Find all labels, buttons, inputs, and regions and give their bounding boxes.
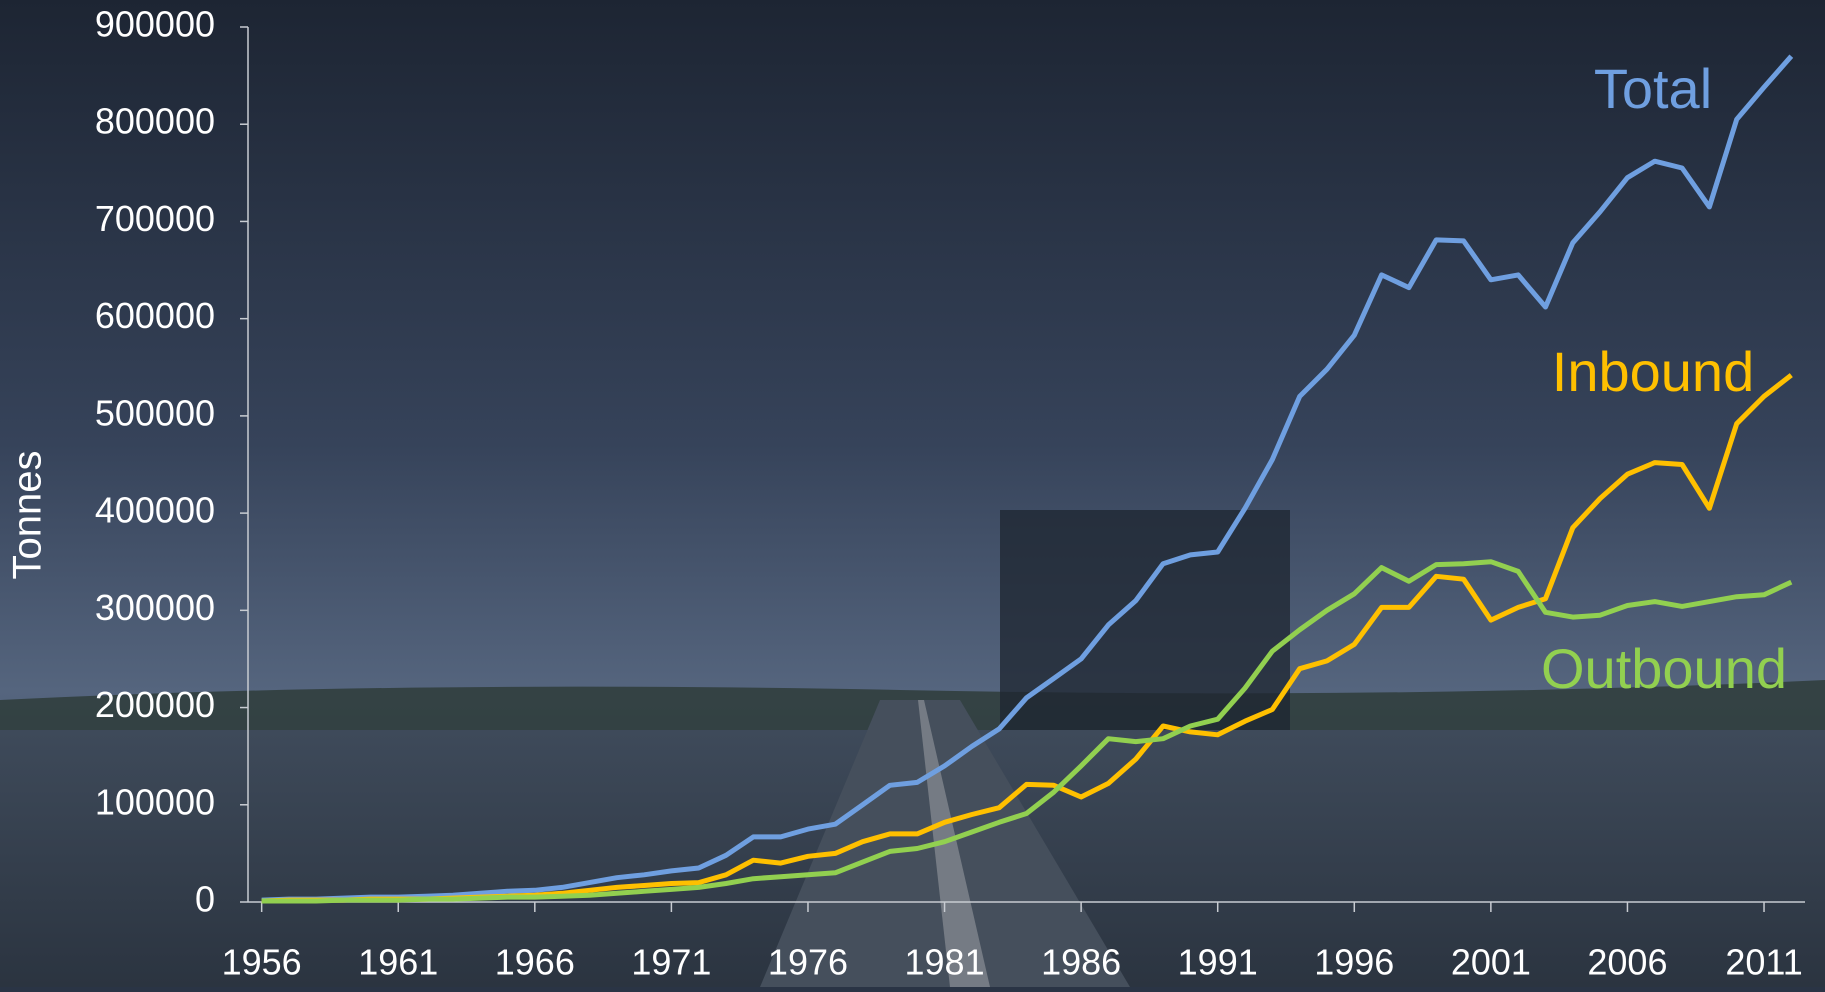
x-tick-label: 1966 bbox=[495, 942, 575, 983]
series-label: Inbound bbox=[1552, 340, 1754, 403]
x-tick-label: 1976 bbox=[768, 942, 848, 983]
y-tick-label: 500000 bbox=[95, 392, 215, 433]
x-tick-label: 2011 bbox=[1725, 942, 1802, 983]
x-tick-label: 1991 bbox=[1178, 942, 1258, 983]
y-tick-label: 100000 bbox=[95, 781, 215, 822]
x-tick-label: 2001 bbox=[1451, 942, 1531, 983]
y-tick-label: 200000 bbox=[95, 684, 215, 725]
y-tick-label: 300000 bbox=[95, 587, 215, 628]
y-axis-title: Tonnes bbox=[6, 451, 50, 580]
series-label: Outbound bbox=[1541, 637, 1787, 700]
x-tick-label: 1961 bbox=[358, 942, 438, 983]
y-tick-label: 0 bbox=[195, 879, 215, 920]
y-tick-label: 600000 bbox=[95, 295, 215, 336]
truck bbox=[1000, 510, 1290, 730]
x-tick-label: 1996 bbox=[1314, 942, 1394, 983]
x-tick-label: 2006 bbox=[1587, 942, 1667, 983]
y-tick-label: 900000 bbox=[95, 4, 215, 45]
series-label: Total bbox=[1594, 57, 1712, 120]
series-line bbox=[261, 54, 1794, 903]
y-tick-label: 800000 bbox=[95, 101, 215, 142]
series-line bbox=[261, 559, 1793, 904]
x-tick-label: 1971 bbox=[631, 942, 711, 983]
x-tick-label: 1981 bbox=[905, 942, 985, 983]
x-tick-label: 1986 bbox=[1041, 942, 1121, 983]
y-tick-label: 700000 bbox=[95, 198, 215, 239]
y-tick-label: 400000 bbox=[95, 490, 215, 531]
x-tick-label: 1956 bbox=[222, 942, 302, 983]
